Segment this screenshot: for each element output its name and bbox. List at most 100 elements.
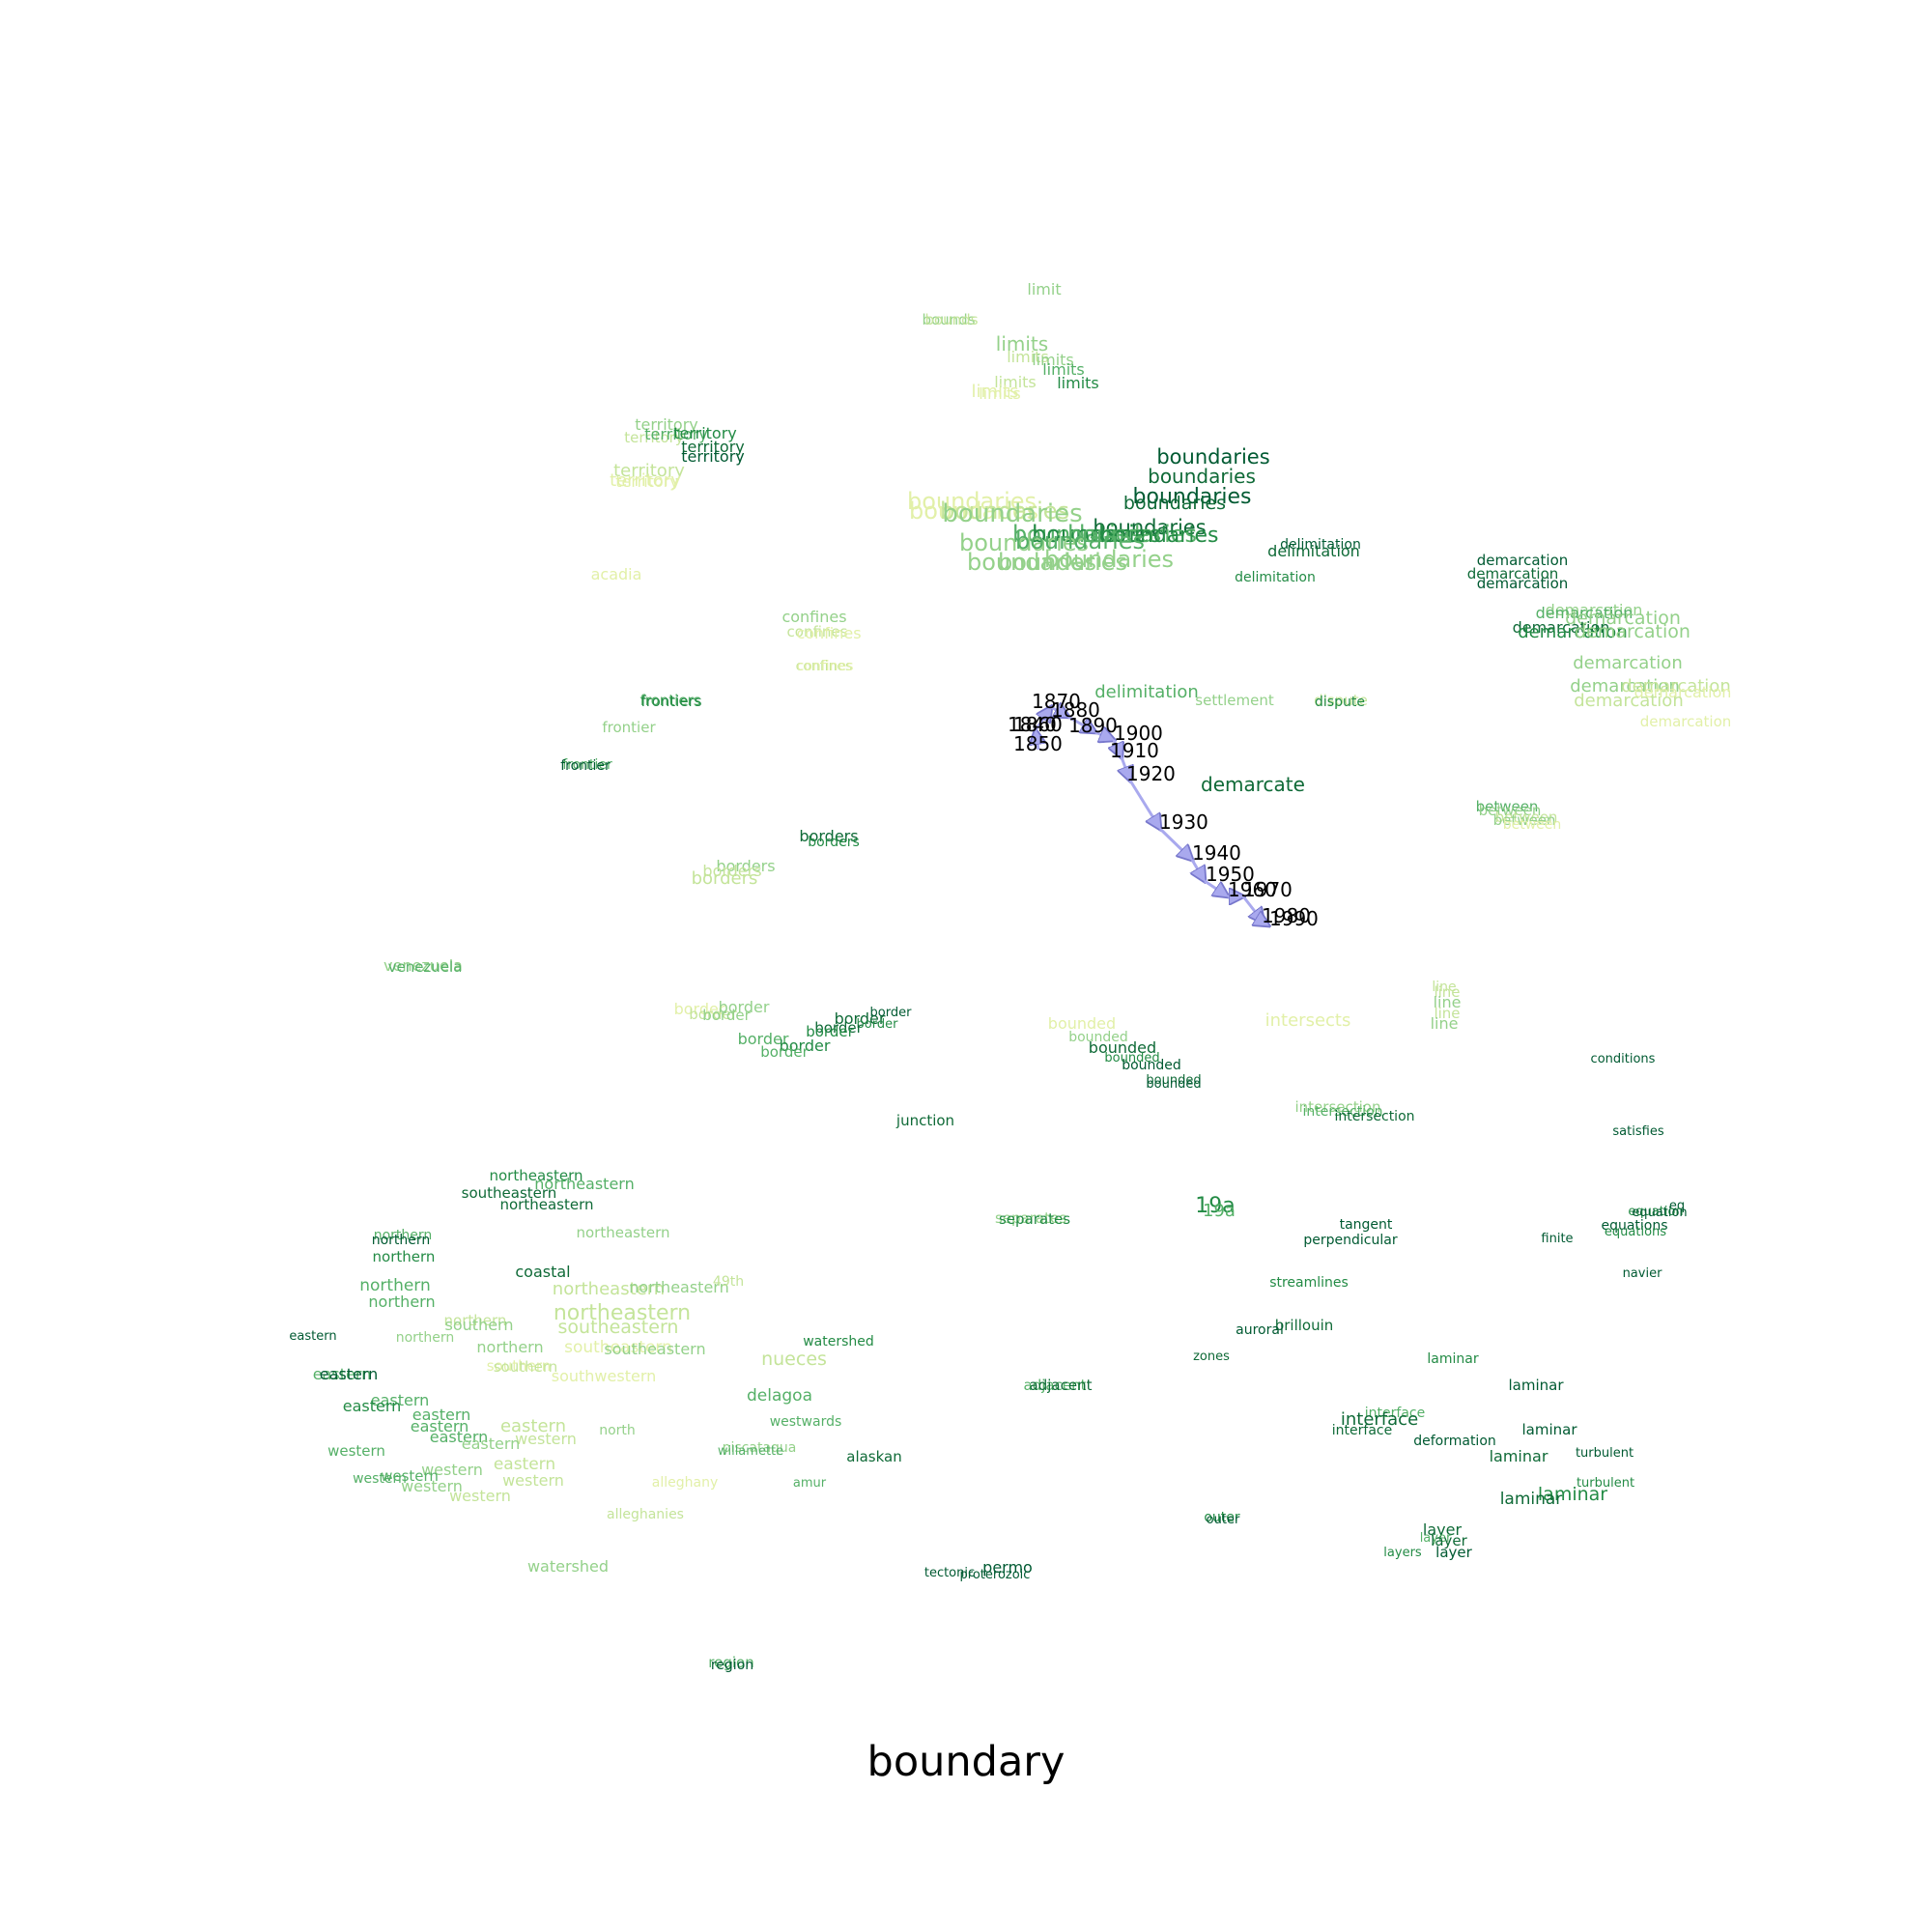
word-label: acadia — [591, 565, 642, 583]
word-label: between — [1503, 817, 1562, 833]
word-label: confines — [796, 624, 861, 642]
word-label: alleghany — [652, 1475, 718, 1491]
word-label: northern — [396, 1330, 455, 1346]
word-label: satisfies — [1612, 1124, 1663, 1139]
word-label: 19a — [1203, 1201, 1236, 1221]
word-label: alleghanies — [607, 1507, 684, 1522]
word-label: dispute — [1315, 695, 1365, 710]
word-label: 49th — [713, 1274, 744, 1290]
word-label: eastern — [343, 1397, 402, 1415]
word-label: laminar — [1500, 1490, 1563, 1509]
word-label: eastern — [462, 1435, 521, 1453]
word-label: territory — [615, 472, 679, 491]
word-label: bounded — [1122, 1058, 1181, 1073]
word-label: delimitation — [1267, 542, 1360, 560]
year-label: 1940 — [1192, 841, 1241, 865]
word-label: eastern — [320, 1365, 379, 1383]
word-label: layers — [1383, 1546, 1422, 1560]
word-label: region — [711, 1658, 753, 1673]
word-label: deformation — [1413, 1434, 1496, 1449]
word-label: laminar — [1508, 1377, 1564, 1394]
word-label: delagoa — [747, 1386, 812, 1406]
word-label: proterozoic — [960, 1568, 1031, 1582]
word-label: boundaries — [1123, 493, 1226, 514]
word-label: demarcation — [1574, 691, 1683, 711]
word-label: demarcation — [1575, 621, 1690, 642]
word-label: southeastern — [558, 1317, 679, 1338]
word-label: frontier — [602, 719, 656, 736]
word-label: southern — [445, 1316, 514, 1334]
word-label: southeastern — [604, 1340, 705, 1358]
word-label: limit — [1027, 280, 1061, 298]
word-label: border — [857, 1017, 899, 1032]
word-label: territory — [681, 447, 745, 466]
word-label: perpendicular — [1303, 1233, 1397, 1248]
word-label: willamette — [718, 1444, 783, 1459]
word-label: southwestern — [552, 1367, 657, 1385]
word-label: separates — [999, 1210, 1070, 1228]
chart-title: boundary — [867, 1738, 1065, 1786]
word-label: western — [327, 1442, 385, 1460]
word-label: intersection — [1334, 1109, 1414, 1124]
year-label: 1970 — [1243, 878, 1293, 901]
year-label: 1930 — [1159, 810, 1208, 834]
word-label: northern — [372, 1233, 431, 1248]
word-label: borders — [692, 868, 758, 889]
word-label: turbulent — [1576, 1446, 1634, 1461]
word-label: northern — [476, 1338, 543, 1356]
word-label: northern — [368, 1293, 435, 1311]
word-label: delimitation — [1094, 682, 1199, 702]
word-label: western — [449, 1487, 511, 1505]
word-label: demarcation — [1477, 575, 1569, 592]
word-label: tangent — [1340, 1217, 1393, 1233]
word-label: boundaries — [1044, 546, 1174, 573]
word-label: northeastern — [577, 1224, 670, 1241]
word-label: north — [599, 1423, 636, 1438]
word-label: demarcation — [1573, 653, 1682, 673]
word-label: finite — [1541, 1232, 1573, 1246]
word-label: watershed — [803, 1334, 874, 1350]
word-label: western — [353, 1471, 407, 1487]
word-label: demarcate — [1201, 773, 1305, 796]
year-label: 1920 — [1126, 762, 1176, 785]
word-label: delimitation — [1235, 570, 1316, 585]
word-label: equations — [1605, 1225, 1666, 1239]
word-label: amur — [793, 1476, 827, 1491]
word-label: zones — [1193, 1350, 1230, 1364]
word-label: westwards — [770, 1414, 842, 1430]
word-label: nueces — [761, 1349, 827, 1370]
word-label: outer — [1207, 1513, 1240, 1527]
word-label: layer — [1435, 1544, 1472, 1561]
word-label: bounded — [1146, 1077, 1201, 1092]
word-label: conditions — [1591, 1052, 1656, 1066]
year-label: 1890 — [1068, 714, 1118, 737]
word-label: bounds — [924, 311, 978, 328]
word-label: limits — [979, 384, 1021, 403]
word-label: borders — [808, 835, 860, 850]
word-label: border — [702, 1007, 751, 1024]
word-label: border — [760, 1043, 809, 1061]
trajectory-arrow — [1130, 781, 1160, 829]
word-label: settlement — [1195, 692, 1274, 709]
word-label: northern — [373, 1248, 436, 1265]
word-label: intersects — [1265, 1010, 1351, 1031]
word-label: alaskan — [846, 1448, 902, 1465]
word-label: streamlines — [1269, 1275, 1349, 1291]
word-label: western — [515, 1430, 577, 1448]
word-label: western — [502, 1471, 564, 1490]
word-label: northeastern — [500, 1196, 594, 1213]
word-label: limits — [1057, 374, 1099, 392]
word-label: navier — [1623, 1266, 1663, 1281]
word-label: junction — [895, 1112, 954, 1129]
word-labels: limitboundsboundslimitslimitslimitslimit… — [289, 280, 1731, 1673]
year-label: 1990 — [1269, 907, 1319, 930]
word-label: laminar — [1521, 1421, 1577, 1438]
word-label: interface — [1332, 1423, 1392, 1438]
word-label: frontier — [560, 758, 611, 774]
word-label: eastern — [289, 1329, 336, 1344]
word-label: adjacent — [1030, 1377, 1093, 1394]
word-label: venezuela — [388, 958, 463, 976]
word-label: confines — [797, 659, 854, 674]
word-label: watershed — [527, 1557, 609, 1576]
